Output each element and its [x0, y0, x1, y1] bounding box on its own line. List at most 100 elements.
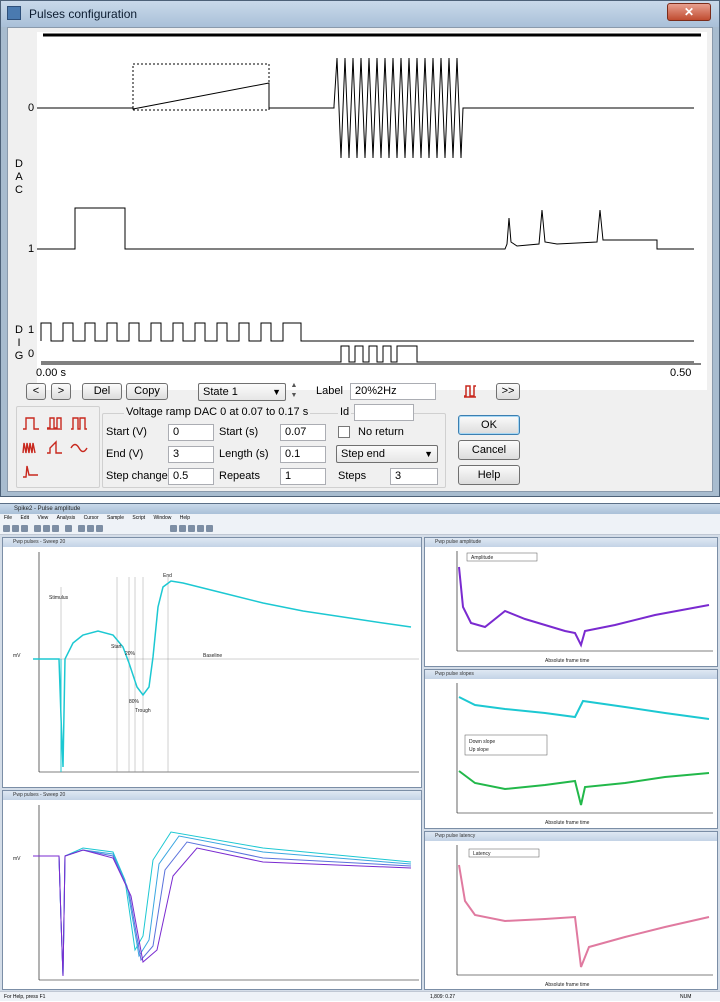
no-return-label: No return	[358, 426, 404, 438]
print-icon[interactable]	[65, 525, 72, 532]
dac0-trace	[37, 57, 694, 159]
repeats-label: Repeats	[219, 470, 260, 482]
label-input[interactable]: 20%2Hz	[350, 383, 436, 400]
pulse-type-icon[interactable]	[462, 383, 478, 399]
sweep-window-bottom[interactable]: Pwp pulses - Sweep 20 mV	[2, 790, 422, 990]
paste-icon[interactable]	[52, 525, 59, 532]
menu-edit[interactable]: Edit	[20, 515, 30, 521]
length-s-input[interactable]: 0.1	[280, 446, 326, 463]
copy-icon[interactable]	[43, 525, 50, 532]
id-input[interactable]	[354, 404, 414, 421]
spin-up-icon[interactable]: ▲	[290, 382, 298, 389]
menu-help[interactable]: Help	[179, 515, 191, 521]
start-v-input[interactable]: 0	[168, 424, 214, 441]
dac0-label: 0	[28, 102, 35, 114]
latency-title: Pwp pulse latency	[425, 832, 717, 841]
double-pulse-icon[interactable]	[70, 415, 88, 431]
cut-icon[interactable]	[34, 525, 41, 532]
step-mode-select[interactable]: Step end ▼	[336, 445, 438, 463]
sweep-top-title: Pwp pulses - Sweep 20	[3, 538, 421, 547]
legend-amplitude: Amplitude	[471, 555, 493, 561]
step-train-icon[interactable]	[22, 439, 40, 455]
status-middle: 1,809: 0.27	[430, 994, 456, 1000]
steps-input[interactable]: 3	[390, 468, 438, 485]
next-button[interactable]: >	[51, 383, 71, 400]
sweep-window-top[interactable]: Pwp pulses - Sweep 20 Stimulus Start 20%…	[2, 537, 422, 788]
app-titlebar[interactable]: Spike2 - Pulse amplitude	[0, 504, 720, 514]
pulse-shape-palette	[16, 406, 100, 488]
del-button[interactable]: Del	[82, 383, 122, 400]
dac-letter-d: D	[15, 158, 23, 170]
chevron-down-icon: ▼	[424, 449, 433, 459]
time-start-label: 0.00 s	[36, 367, 66, 379]
repeats-input[interactable]: 1	[280, 468, 326, 485]
slopes-window[interactable]: Pwp pulse slopes Down slope Up slope Abs…	[424, 669, 718, 829]
end-v-input[interactable]: 3	[168, 446, 214, 463]
label-caption: Label	[316, 385, 343, 397]
latency-x-label: Absolute frame time	[545, 982, 590, 988]
arbitrary-wave-icon[interactable]	[22, 463, 40, 479]
menu-sample[interactable]: Sample	[107, 515, 124, 521]
dialog-title: Pulses configuration	[29, 7, 138, 21]
slopes-title: Pwp pulse slopes	[425, 670, 717, 679]
annot-baseline: Baseline	[203, 653, 222, 659]
ramp-pulse-icon[interactable]	[46, 439, 64, 455]
step-change-label: Step change	[106, 470, 168, 482]
cursor-icon[interactable]	[170, 525, 177, 532]
menu-cursor[interactable]: Cursor	[83, 515, 99, 521]
spin-down-icon[interactable]: ▼	[290, 392, 298, 399]
menu-window[interactable]: Window	[153, 515, 172, 521]
state-select[interactable]: State 1 ▼	[198, 383, 286, 401]
amplitude-window[interactable]: Pwp pulse amplitude Amplitude Absolute f…	[424, 537, 718, 667]
square-pulse-icon[interactable]	[22, 415, 40, 431]
stop-icon[interactable]	[87, 525, 94, 532]
menu-view[interactable]: View	[37, 515, 49, 521]
dig-letter-i: I	[17, 337, 21, 349]
no-return-checkbox[interactable]	[338, 426, 350, 438]
more-button[interactable]: >>	[496, 383, 520, 400]
close-button[interactable]: ✕	[667, 3, 711, 21]
pulse-train-icon[interactable]	[46, 415, 64, 431]
chevron-down-icon: ▼	[272, 387, 281, 397]
dig1-trace	[40, 322, 694, 342]
amplitude-plot: Amplitude Absolute frame time	[456, 551, 713, 664]
settings-icon[interactable]	[206, 525, 213, 532]
selected-ramp-box[interactable]	[132, 63, 270, 111]
help-button[interactable]: Help	[458, 465, 520, 485]
sine-wave-icon[interactable]	[70, 439, 88, 455]
prev-button[interactable]: <	[26, 383, 46, 400]
time-end-label: 0.50	[670, 367, 692, 379]
annot-end: End	[163, 573, 172, 579]
menu-analysis[interactable]: Analysis	[56, 515, 76, 521]
pulse-graph-svg	[37, 33, 701, 365]
toolbar	[0, 523, 720, 535]
dialog-titlebar[interactable]: Pulses configuration ✕	[1, 1, 719, 27]
copy-button[interactable]: Copy	[126, 383, 168, 400]
length-s-label: Length (s)	[219, 448, 269, 460]
save-icon[interactable]	[21, 525, 28, 532]
end-v-label: End (V)	[106, 448, 144, 460]
step-change-input[interactable]: 0.5	[168, 468, 214, 485]
new-icon[interactable]	[3, 525, 10, 532]
record-icon[interactable]	[96, 525, 103, 532]
pulse-graph[interactable]	[37, 32, 707, 390]
amp-x-label: Absolute frame time	[545, 658, 590, 664]
menu-script[interactable]: Script	[132, 515, 146, 521]
y-unit-mV-bottom: mV	[13, 856, 21, 862]
cancel-button[interactable]: Cancel	[458, 440, 520, 460]
chart-icon[interactable]	[197, 525, 204, 532]
measure-icon[interactable]	[188, 525, 195, 532]
sweep-bottom-title: Pwp pulses - Sweep 20	[3, 791, 421, 800]
dac-letter-a: A	[15, 171, 23, 183]
state-spinner[interactable]: ▲ ▼	[289, 381, 299, 401]
zoom-icon[interactable]	[179, 525, 186, 532]
start-s-input[interactable]: 0.07	[280, 424, 326, 441]
dig-letter-d: D	[15, 324, 23, 336]
run-icon[interactable]	[78, 525, 85, 532]
annot-trough: Trough	[135, 708, 151, 714]
menu-file[interactable]: File	[4, 515, 13, 521]
ok-button[interactable]: OK	[458, 415, 520, 435]
open-icon[interactable]	[12, 525, 19, 532]
app-icon	[7, 6, 21, 20]
latency-window[interactable]: Pwp pulse latency Latency Absolute frame…	[424, 831, 718, 990]
